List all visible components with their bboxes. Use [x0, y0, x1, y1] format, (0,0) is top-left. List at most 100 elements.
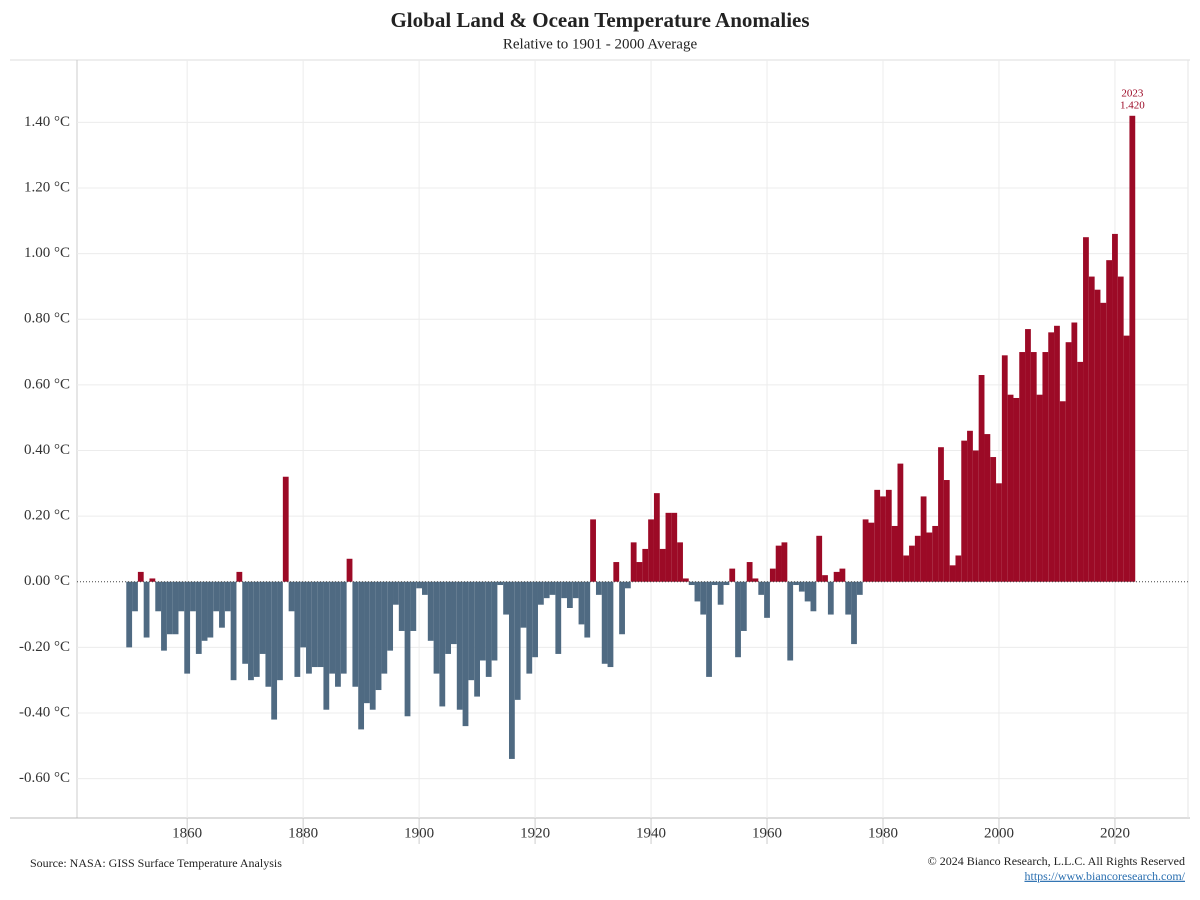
bar [1013, 397, 1020, 582]
bar [862, 519, 869, 582]
bar [769, 568, 776, 582]
bar [282, 476, 289, 582]
bar [265, 581, 272, 687]
bar [775, 545, 782, 582]
bar [1019, 352, 1026, 582]
bar [648, 519, 654, 582]
bar [642, 548, 649, 582]
bar [1025, 329, 1031, 582]
bar [323, 581, 330, 710]
bar [845, 581, 852, 615]
bar [984, 434, 991, 582]
bar [671, 512, 678, 582]
bar [903, 555, 910, 582]
bar [364, 581, 370, 704]
bar [601, 581, 608, 664]
bar [543, 581, 550, 599]
bar [433, 581, 440, 674]
bar [781, 542, 788, 582]
annotation-year: 2023 [1121, 87, 1144, 99]
url-link[interactable]: https://www.biancoresearch.com/ [1024, 869, 1185, 883]
bar [752, 578, 759, 582]
y-tick-label: 0.00 °C [24, 573, 70, 589]
bar [155, 581, 162, 612]
bar [914, 535, 921, 582]
bar [1094, 289, 1101, 582]
bar [207, 581, 214, 638]
bar [329, 581, 336, 674]
bar [1054, 325, 1060, 582]
bar [161, 581, 167, 651]
bar [798, 581, 805, 592]
bar [1100, 302, 1107, 582]
bar [932, 525, 939, 582]
bar [317, 581, 324, 668]
bar [149, 578, 156, 582]
bar [839, 568, 846, 582]
x-tick-label: 2000 [984, 825, 1014, 841]
bar [288, 581, 295, 612]
bar [607, 581, 614, 668]
bar [822, 575, 828, 582]
bar [387, 581, 394, 651]
y-tick-label: 0.80 °C [24, 311, 70, 327]
bar [236, 571, 243, 582]
bar [827, 581, 834, 615]
bar [653, 493, 660, 582]
bar [520, 581, 527, 628]
bar [1088, 276, 1095, 582]
bar [451, 581, 457, 645]
bar [549, 581, 556, 595]
bar [1001, 355, 1008, 582]
bar [381, 581, 388, 674]
bar [224, 581, 231, 612]
bar [485, 581, 492, 677]
bar [532, 581, 538, 658]
bar [230, 581, 237, 681]
bar [340, 581, 347, 674]
bar [422, 581, 428, 595]
bar [219, 581, 225, 628]
bar [682, 578, 689, 582]
bar [619, 581, 625, 635]
bar [764, 581, 770, 618]
chart-subtitle: Relative to 1901 - 2000 Average [503, 36, 698, 52]
bar [555, 581, 562, 654]
bar [393, 581, 399, 605]
bar [1077, 361, 1084, 582]
y-tick-label: 0.40 °C [24, 442, 70, 458]
bar [810, 581, 817, 612]
bar [740, 581, 747, 631]
bar [990, 457, 997, 582]
source: Source: NASA: GISS Surface Temperature A… [30, 856, 282, 870]
x-tick-label: 1920 [520, 825, 550, 841]
bar [277, 581, 283, 681]
bar [996, 483, 1002, 582]
bar [369, 581, 376, 710]
bar [816, 535, 823, 582]
y-tick-label: -0.40 °C [19, 704, 70, 720]
bar [184, 581, 191, 674]
bar [978, 375, 985, 582]
bar [723, 581, 730, 586]
bar [445, 581, 452, 654]
bar [195, 581, 202, 654]
x-tick-label: 1880 [288, 825, 318, 841]
y-tick-label: 1.40 °C [24, 114, 70, 130]
bar [961, 440, 968, 582]
bar [943, 480, 950, 582]
bar [248, 581, 254, 681]
y-tick-label: 1.00 °C [24, 245, 70, 261]
y-tick-label: 0.20 °C [24, 508, 70, 524]
bar [335, 581, 341, 687]
bar [479, 581, 486, 661]
bar [891, 525, 898, 582]
bar [590, 519, 596, 582]
bar [410, 581, 417, 631]
bar [566, 581, 573, 608]
bar [375, 581, 382, 691]
bar [1117, 276, 1124, 582]
bar [126, 581, 133, 648]
bar [613, 562, 620, 582]
